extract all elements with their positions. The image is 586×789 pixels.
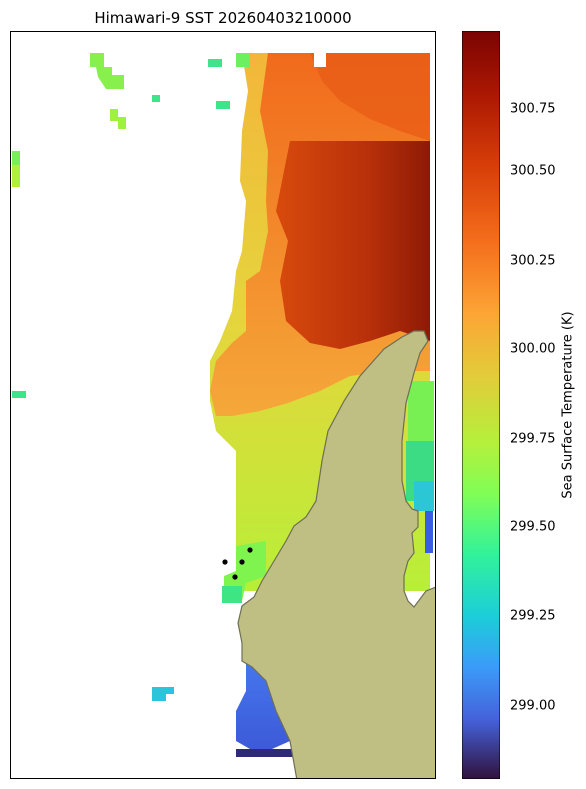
station-dot xyxy=(247,547,253,553)
colorbar-tick: 299.75 xyxy=(510,431,556,447)
land-mass xyxy=(237,330,436,779)
station-dot xyxy=(232,574,238,580)
colorbar-tick: 300.50 xyxy=(510,163,556,179)
colorbar-tick: 300.75 xyxy=(510,101,556,117)
colorbar-tick: 299.00 xyxy=(510,698,556,714)
sst-map xyxy=(10,31,436,779)
station-dot xyxy=(239,559,245,565)
station-markers xyxy=(222,547,253,580)
colorbar-tick: 300.00 xyxy=(510,341,556,357)
map-title: Himawari-9 SST 20260403210000 xyxy=(94,9,352,27)
colorbar xyxy=(462,31,500,779)
sst-field xyxy=(12,53,434,757)
colorbar-label: Sea Surface Temperature (K) xyxy=(560,311,576,499)
colorbar-tick: 300.25 xyxy=(510,253,556,269)
colorbar-tick: 299.50 xyxy=(510,519,556,535)
colorbar-tick: 299.25 xyxy=(510,608,556,624)
station-dot xyxy=(222,559,228,565)
